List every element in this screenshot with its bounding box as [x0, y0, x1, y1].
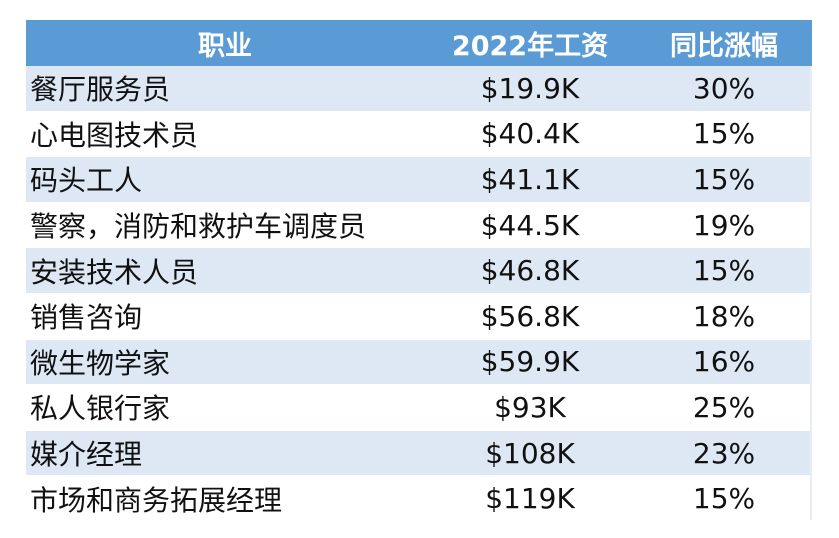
- growth-cell: 15%: [692, 482, 756, 516]
- growth-cell: 18%: [692, 299, 756, 333]
- table-row: 心电图技术员 $40.4K 15%: [26, 111, 812, 158]
- salary-table: 职业 2022年工资 同比涨幅 餐厅服务员 $19.9K 30% 心电图技术员 …: [26, 20, 812, 522]
- growth-cell: 19%: [692, 208, 756, 242]
- header-wage: 2022年工资: [451, 30, 609, 62]
- job-cell: 市场和商务拓展经理: [30, 483, 283, 517]
- growth-cell: 23%: [692, 436, 756, 470]
- wage-cell: $56.8K: [480, 299, 580, 333]
- header-growth: 同比涨幅: [670, 30, 778, 62]
- table-row: 码头工人 $41.1K 15%: [26, 157, 812, 203]
- table-row: 市场和商务拓展经理 $119K 15%: [26, 476, 812, 522]
- table-row: 私人银行家 $93K 25%: [26, 385, 812, 431]
- header-job: 职业: [198, 30, 252, 62]
- growth-cell: 15%: [692, 254, 756, 288]
- table-header: 职业 2022年工资 同比涨幅: [26, 20, 812, 66]
- wage-cell: $44.5K: [480, 208, 580, 242]
- table-row: 警察，消防和救护车调度员 $44.5K 19%: [26, 202, 812, 249]
- growth-cell: 25%: [692, 390, 756, 424]
- table-right-border: [810, 66, 812, 520]
- table-row: 媒介经理 $108K 23%: [26, 430, 812, 477]
- job-cell: 私人银行家: [30, 392, 171, 426]
- job-cell: 媒介经理: [30, 438, 143, 472]
- growth-cell: 15%: [692, 162, 756, 196]
- job-cell: 安装技术人员: [30, 255, 199, 289]
- job-cell: 警察，消防和救护车调度员: [30, 210, 367, 244]
- table-row: 餐厅服务员 $19.9K 30%: [26, 66, 812, 112]
- wage-cell: $119K: [485, 482, 575, 516]
- wage-cell: $108K: [485, 436, 575, 470]
- job-cell: 码头工人: [30, 164, 143, 198]
- growth-cell: 16%: [692, 345, 756, 379]
- job-cell: 微生物学家: [30, 346, 171, 380]
- growth-cell: 30%: [692, 71, 756, 105]
- wage-cell: $59.9K: [480, 345, 580, 379]
- wage-cell: $19.9K: [480, 71, 580, 105]
- wage-cell: $40.4K: [480, 117, 580, 151]
- table-row: 销售咨询 $56.8K 18%: [26, 293, 812, 340]
- wage-cell: $93K: [494, 390, 566, 424]
- wage-cell: $46.8K: [480, 254, 580, 288]
- job-cell: 餐厅服务员: [30, 73, 171, 107]
- job-cell: 心电图技术员: [30, 118, 199, 152]
- growth-cell: 15%: [692, 117, 756, 151]
- table-row: 安装技术人员 $46.8K 15%: [26, 248, 812, 294]
- wage-cell: $41.1K: [480, 162, 580, 196]
- job-cell: 销售咨询: [30, 301, 143, 335]
- table-row: 微生物学家 $59.9K 16%: [26, 339, 812, 386]
